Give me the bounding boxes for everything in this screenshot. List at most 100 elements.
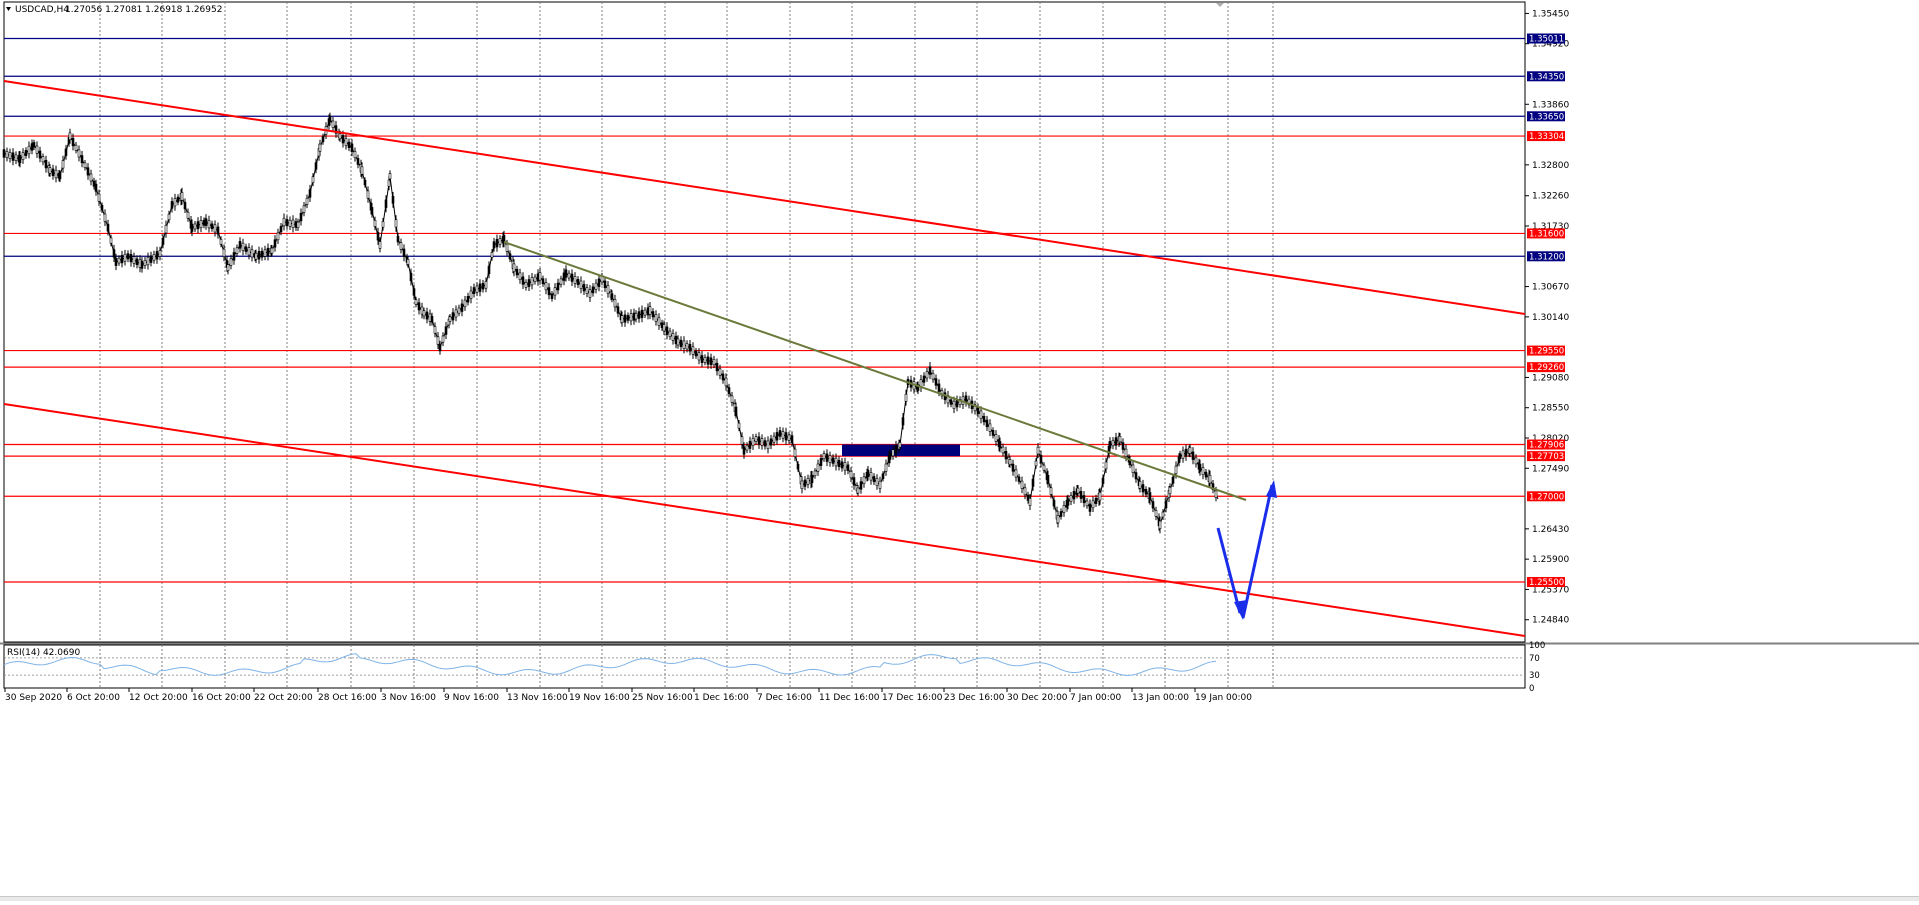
candle-body bbox=[146, 256, 150, 266]
time-axis-label: 13 Nov 16:00 bbox=[507, 693, 568, 703]
channel-lower-line[interactable] bbox=[3, 403, 1526, 637]
descending-trendline[interactable] bbox=[503, 241, 1247, 501]
candle-body bbox=[213, 224, 217, 233]
time-axis-label: 30 Sep 2020 bbox=[5, 693, 62, 703]
candle-body bbox=[5, 151, 9, 158]
candle-body bbox=[495, 239, 499, 248]
candle-body bbox=[700, 355, 704, 363]
candle-body bbox=[126, 253, 130, 260]
candle-body bbox=[219, 239, 223, 245]
candle-body bbox=[657, 317, 661, 326]
main-pane-frame bbox=[3, 1, 1526, 643]
candle-body bbox=[196, 221, 200, 230]
candle-body bbox=[591, 286, 595, 294]
candle-body bbox=[1046, 474, 1050, 484]
candle-body bbox=[1198, 463, 1202, 472]
level-price-tag bbox=[1527, 577, 1565, 587]
level-price-tag bbox=[1527, 71, 1565, 82]
candle-body bbox=[460, 303, 464, 312]
candle-body bbox=[559, 278, 563, 285]
candle-body bbox=[576, 278, 580, 285]
candle-body bbox=[737, 422, 741, 429]
candle-body bbox=[623, 314, 627, 323]
candle-body bbox=[937, 383, 941, 392]
candle-body bbox=[742, 446, 746, 455]
candle-body bbox=[334, 125, 338, 134]
candle-body bbox=[41, 156, 45, 163]
candle-body bbox=[58, 173, 62, 180]
candle-body bbox=[38, 150, 42, 159]
chart-shift-marker-icon[interactable] bbox=[1216, 3, 1224, 7]
price-axis-label: 1.25900 bbox=[1532, 555, 1569, 565]
time-axis-label: 13 Jan 00:00 bbox=[1132, 693, 1189, 703]
candle-body bbox=[610, 293, 614, 300]
candle-body bbox=[35, 145, 39, 154]
candle-body bbox=[916, 384, 920, 391]
candle-body bbox=[856, 487, 860, 494]
candle-body bbox=[492, 241, 496, 249]
time-axis-label: 25 Nov 16:00 bbox=[632, 693, 693, 703]
candle-body bbox=[606, 285, 610, 294]
candle-body bbox=[1031, 478, 1035, 487]
candle-body bbox=[1211, 483, 1215, 490]
candle-body bbox=[994, 434, 998, 442]
candle-body bbox=[1204, 471, 1208, 478]
candle-body bbox=[573, 276, 577, 284]
candle-body bbox=[161, 237, 165, 245]
forecast-down-arrow[interactable] bbox=[1216, 527, 1242, 614]
candle-body bbox=[541, 278, 545, 285]
candle-body bbox=[94, 183, 98, 192]
candle-body bbox=[155, 251, 159, 260]
candle-body bbox=[685, 343, 689, 350]
candle-body bbox=[991, 429, 995, 436]
candle-body bbox=[668, 330, 672, 337]
candle-body bbox=[533, 276, 537, 282]
candle-body bbox=[331, 120, 335, 128]
candle-body bbox=[129, 254, 133, 263]
time-axis-label: 17 Dec 16:00 bbox=[882, 693, 943, 703]
candle-body bbox=[498, 238, 502, 245]
forecast-up-arrow[interactable] bbox=[1241, 484, 1274, 619]
price-axis-label: 1.35450 bbox=[1532, 9, 1569, 19]
price-axis-label: 1.24840 bbox=[1532, 616, 1569, 626]
candle-body bbox=[662, 324, 666, 332]
candle-body bbox=[1042, 464, 1046, 471]
candle-body bbox=[787, 434, 791, 441]
candle-body bbox=[898, 442, 902, 448]
channel-upper-line[interactable] bbox=[3, 80, 1526, 315]
price-series[interactable] bbox=[2, 112, 1219, 534]
candle-body bbox=[384, 199, 388, 208]
supply-zone-rect[interactable] bbox=[842, 444, 960, 457]
forecast-arrows[interactable] bbox=[1216, 480, 1277, 620]
level-price-label: 1.27000 bbox=[1529, 492, 1564, 502]
chart-menu-triangle-icon[interactable] bbox=[6, 7, 11, 11]
time-axis-label: 22 Oct 20:00 bbox=[254, 693, 313, 703]
candle-body bbox=[18, 155, 22, 164]
level-price-label: 1.29260 bbox=[1529, 363, 1564, 373]
price-axis-label: 1.28020 bbox=[1532, 434, 1569, 444]
candle-body bbox=[840, 461, 844, 469]
candle-body bbox=[1017, 476, 1021, 482]
candle-body bbox=[399, 242, 403, 250]
chart-title: USDCAD,H41.27056 1.27081 1.26918 1.26952 bbox=[6, 5, 222, 15]
candle-body bbox=[831, 457, 835, 464]
candle-body bbox=[1111, 440, 1115, 447]
candle-body bbox=[1072, 490, 1076, 500]
price-axis-label: 1.29080 bbox=[1532, 373, 1569, 383]
price-axis-label: 1.31730 bbox=[1532, 222, 1569, 232]
candle-body bbox=[436, 336, 440, 345]
candle-body bbox=[270, 247, 274, 254]
candle-body bbox=[8, 152, 12, 159]
candle-body bbox=[1076, 487, 1080, 494]
candle-body bbox=[138, 259, 142, 268]
candle-body bbox=[173, 198, 177, 207]
candle-body bbox=[360, 166, 364, 175]
candle-body bbox=[260, 250, 264, 258]
candle-body bbox=[676, 338, 680, 346]
candle-body bbox=[1108, 441, 1112, 449]
candle-body bbox=[582, 284, 586, 292]
candle-body bbox=[83, 162, 87, 168]
candle-body bbox=[190, 223, 194, 232]
